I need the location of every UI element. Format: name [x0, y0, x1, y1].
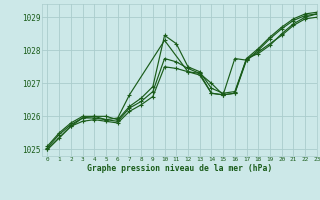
X-axis label: Graphe pression niveau de la mer (hPa): Graphe pression niveau de la mer (hPa) [87, 164, 272, 173]
